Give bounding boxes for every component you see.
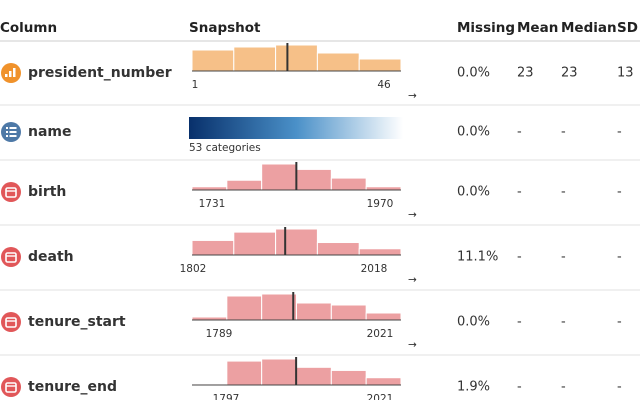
expand-arrow[interactable]: → bbox=[408, 90, 417, 102]
histogram-bar bbox=[316, 52, 360, 72]
missing: 1.9% bbox=[457, 380, 490, 395]
category-gradient bbox=[189, 117, 403, 139]
column-header: Column bbox=[0, 20, 57, 36]
range-max: 1970 bbox=[367, 198, 394, 210]
column-name: birth bbox=[28, 184, 66, 200]
range-max: 2021 bbox=[367, 328, 394, 340]
median: 23 bbox=[561, 66, 578, 81]
icon-glyph bbox=[9, 71, 12, 77]
histogram-bar bbox=[365, 377, 402, 386]
column-name: president_number bbox=[28, 65, 172, 81]
icon-glyph bbox=[6, 135, 8, 137]
mean: - bbox=[517, 315, 522, 330]
column-header: Snapshot bbox=[189, 20, 261, 36]
column-name: death bbox=[28, 249, 74, 265]
histogram-bar bbox=[191, 239, 235, 256]
icon-glyph bbox=[5, 317, 17, 328]
range-min: 1731 bbox=[199, 198, 226, 210]
histogram-bar bbox=[191, 49, 235, 72]
icon-glyph bbox=[9, 131, 17, 133]
histogram-bar bbox=[226, 179, 263, 191]
sd: - bbox=[617, 315, 622, 330]
histogram-bar bbox=[330, 177, 367, 191]
range-max: 2018 bbox=[361, 263, 388, 275]
type-icon bbox=[1, 182, 21, 202]
icon-glyph bbox=[13, 68, 16, 77]
range-min: 1797 bbox=[213, 393, 240, 400]
type-icon bbox=[1, 312, 21, 332]
histogram-bar bbox=[275, 228, 318, 256]
missing: 0.0% bbox=[457, 66, 490, 81]
sd: - bbox=[617, 125, 622, 140]
sd: - bbox=[617, 185, 622, 200]
median: - bbox=[561, 185, 566, 200]
mean: 23 bbox=[517, 66, 534, 81]
column-name: tenure_end bbox=[28, 379, 117, 395]
icon-glyph bbox=[6, 131, 8, 133]
column-header: Missing bbox=[457, 20, 515, 36]
column-header: Mean bbox=[517, 20, 558, 36]
column-header: Median bbox=[561, 20, 617, 36]
histogram-bar bbox=[316, 242, 360, 256]
icon-glyph bbox=[9, 135, 17, 137]
mean: - bbox=[517, 250, 522, 265]
histogram-bar bbox=[233, 231, 277, 256]
histogram-bar bbox=[233, 46, 277, 72]
expand-arrow[interactable]: → bbox=[408, 274, 417, 286]
column-name: tenure_start bbox=[28, 314, 126, 330]
sd: 13 bbox=[617, 66, 634, 81]
histogram-bar bbox=[358, 58, 402, 72]
icon-glyph bbox=[5, 187, 17, 198]
expand-arrow[interactable]: → bbox=[408, 209, 417, 221]
median: - bbox=[561, 380, 566, 395]
column-header: SD bbox=[617, 20, 638, 36]
histogram-bar bbox=[358, 248, 402, 256]
mean: - bbox=[517, 380, 522, 395]
sd: - bbox=[617, 250, 622, 265]
column-name: name bbox=[28, 124, 72, 140]
range-max: 46 bbox=[377, 79, 391, 91]
type-icon bbox=[1, 247, 21, 267]
range-min: 1 bbox=[192, 79, 199, 91]
expand-arrow[interactable]: → bbox=[408, 339, 417, 351]
icon-glyph bbox=[6, 127, 8, 129]
mean: - bbox=[517, 125, 522, 140]
histogram-bar bbox=[365, 312, 402, 321]
icon-glyph bbox=[5, 74, 8, 77]
type-icon bbox=[1, 377, 21, 397]
histogram-bar bbox=[226, 360, 263, 386]
missing: 0.0% bbox=[457, 315, 490, 330]
category-count: 53 categories bbox=[189, 142, 261, 154]
histogram-bar bbox=[261, 163, 297, 191]
histogram-bar bbox=[261, 358, 297, 386]
sd: - bbox=[617, 380, 622, 395]
histogram-bar bbox=[330, 369, 367, 386]
range-max: 2021 bbox=[367, 393, 394, 400]
histogram-bar bbox=[296, 366, 332, 386]
range-min: 1802 bbox=[180, 263, 207, 275]
missing: 11.1% bbox=[457, 250, 498, 265]
histogram-bar bbox=[226, 295, 263, 321]
median: - bbox=[561, 315, 566, 330]
median: - bbox=[561, 125, 566, 140]
histogram-bar bbox=[261, 293, 297, 321]
mean: - bbox=[517, 185, 522, 200]
icon-glyph bbox=[9, 127, 17, 129]
histogram-bar bbox=[330, 304, 367, 321]
range-min: 1789 bbox=[206, 328, 233, 340]
icon-glyph bbox=[5, 382, 17, 393]
icon-glyph bbox=[5, 252, 17, 263]
missing: 0.0% bbox=[457, 185, 490, 200]
missing: 0.0% bbox=[457, 125, 490, 140]
histogram-bar bbox=[296, 168, 332, 191]
median: - bbox=[561, 250, 566, 265]
histogram-bar bbox=[275, 44, 318, 72]
histogram-bar bbox=[296, 302, 332, 321]
